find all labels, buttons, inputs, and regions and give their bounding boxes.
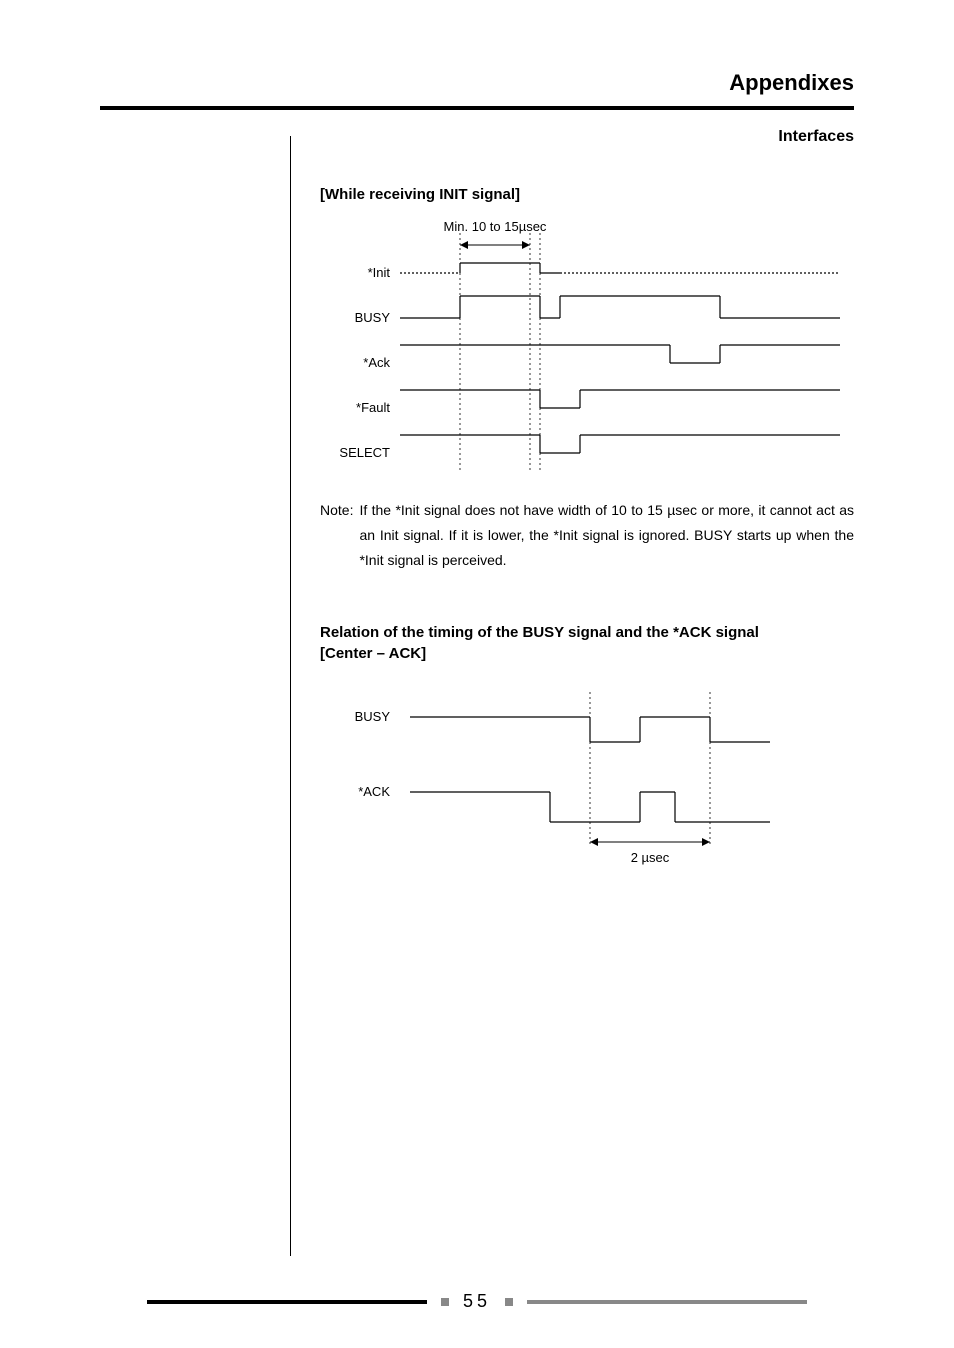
diagram2-heading-b: [Center – ACK] [320,645,854,662]
header-rule [100,106,854,110]
svg-text:BUSY: BUSY [355,310,391,325]
footer-dot-right [505,1298,513,1306]
svg-text:*Ack: *Ack [363,355,390,370]
svg-text:*Fault: *Fault [356,400,390,415]
svg-text:BUSY: BUSY [355,709,391,724]
timing-diagram-init: Min. 10 to 15µsec *Init BUSY *Ack *Fault SELE… [320,213,854,478]
svg-text:*ACK: *ACK [358,784,390,799]
timing-diagram-ack: BUSY *ACK 2 µsec [320,682,854,907]
page-title: Appendixes [100,70,854,96]
diagram2-heading-a: Relation of the timing of the BUSY signa… [320,624,854,641]
svg-text:2 µsec: 2 µsec [631,850,670,865]
footer-rule-right [527,1300,807,1304]
footer-dot-left [441,1298,449,1306]
page: Appendixes Interfaces [While receiving I… [0,0,954,1348]
note-block: Note: If the *Init signal does not have … [320,498,854,574]
svg-text:*Init: *Init [368,265,391,280]
footer-rule-left [147,1300,427,1304]
content-column: [While receiving INIT signal] Min. 10 to… [320,186,854,907]
page-subtitle: Interfaces [100,128,854,146]
page-footer: 55 [0,1291,954,1312]
note-body: If the *Init signal does not have width … [359,498,854,574]
diagram1-heading: [While receiving INIT signal] [320,186,854,203]
svg-text:Min. 10 to 15µsec: Min. 10 to 15µsec [444,219,547,234]
column-divider [290,136,291,1256]
note-label: Note: [320,498,359,574]
svg-text:SELECT: SELECT [339,445,390,460]
page-number: 55 [463,1291,491,1312]
